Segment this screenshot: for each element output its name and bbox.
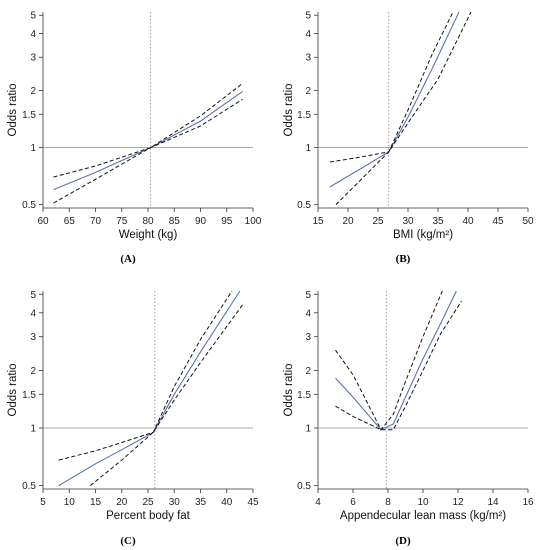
x-tick-label: 12 — [452, 497, 464, 508]
series-group — [53, 83, 243, 204]
y-tick-label: 1 — [305, 424, 311, 435]
x-tick-label: 16 — [522, 497, 534, 508]
x-tick-label: 15 — [312, 216, 324, 227]
y-tick-label: 2 — [305, 86, 311, 97]
odds-ratio-estimate-line — [329, 12, 460, 188]
x-tick-label: 5 — [40, 497, 46, 508]
y-tick-label: 5 — [305, 290, 311, 301]
y-tick-label: 1 — [30, 424, 36, 435]
y-tick-label: 3 — [305, 53, 311, 64]
y-tick-label: 4 — [305, 308, 311, 319]
y-tick-label: 1.5 — [297, 110, 311, 121]
x-tick-label: 10 — [417, 497, 429, 508]
y-tick-label: 1.5 — [22, 110, 36, 121]
odds-ratio-estimate-line — [58, 291, 241, 487]
x-tick-label: 70 — [90, 216, 102, 227]
y-tick-label: 0.5 — [22, 481, 36, 492]
confidence-upper-line — [58, 291, 233, 461]
confidence-upper-line — [53, 83, 243, 178]
x-tick-label: 20 — [116, 497, 128, 508]
x-axis-title: Weight (kg) — [119, 229, 178, 241]
x-tick-label: 15 — [90, 497, 102, 508]
x-tick-label: 10 — [64, 497, 76, 508]
y-tick-label: 5 — [30, 11, 36, 22]
panel-label: (C) — [120, 535, 136, 547]
chart-panel-4: 4 6 8 10 12 14 16 0.5 1 1.5 2 3 4 5 Appendecular lean … — [283, 290, 534, 547]
confidence-upper-line — [329, 12, 454, 163]
x-tick-label: 100 — [245, 216, 262, 227]
x-tick-label: 6 — [350, 497, 356, 508]
y-tick-label: 2 — [30, 86, 36, 97]
y-tick-label: 2 — [305, 366, 311, 377]
series-group — [329, 12, 472, 205]
x-tick-label: 35 — [432, 216, 444, 227]
y-axis-title: Odds ratio — [7, 83, 19, 136]
y-tick-label: 1 — [30, 143, 36, 154]
y-tick-label: 5 — [305, 11, 311, 22]
y-tick-label: 1.5 — [297, 390, 311, 401]
confidence-lower-line — [335, 300, 462, 431]
x-axis-title: Percent body fat — [106, 510, 191, 522]
x-tick-label: 95 — [221, 216, 233, 227]
y-tick-label: 4 — [30, 29, 36, 40]
panel-label: (A) — [120, 253, 136, 265]
x-tick-label: 30 — [402, 216, 414, 227]
panel-label: (B) — [396, 253, 411, 265]
x-tick-label: 90 — [195, 216, 207, 227]
x-tick-label: 25 — [372, 216, 384, 227]
x-tick-label: 8 — [385, 497, 391, 508]
panel-label: (D) — [395, 535, 411, 547]
x-tick-label: 35 — [195, 497, 207, 508]
series-group — [58, 291, 243, 487]
x-axis-title: BMI (kg/m²) — [393, 229, 453, 241]
y-tick-label: 2 — [30, 366, 36, 377]
y-axis-title: Odds ratio — [283, 363, 295, 416]
x-tick-label: 45 — [492, 216, 504, 227]
x-tick-label: 40 — [221, 497, 233, 508]
x-tick-label: 65 — [64, 216, 76, 227]
y-tick-label: 3 — [30, 53, 36, 64]
x-tick-label: 50 — [522, 216, 534, 227]
x-tick-label: 4 — [315, 497, 321, 508]
chart-panel-1: 60 65 70 75 80 85 90 95 100 0.5 1 1.5 2 3 4 5 Weight (kg… — [7, 11, 262, 265]
y-tick-label: 1 — [305, 143, 311, 154]
x-tick-label: 25 — [142, 497, 154, 508]
confidence-lower-line — [89, 304, 243, 486]
y-tick-label: 1.5 — [22, 390, 36, 401]
x-axis-title: Appendecular lean mass (kg/m²) — [340, 510, 506, 522]
x-tick-label: 80 — [142, 216, 154, 227]
x-tick-label: 45 — [247, 497, 259, 508]
confidence-lower-line — [53, 98, 243, 204]
y-tick-label: 0.5 — [22, 200, 36, 211]
odds-ratio-estimate-line — [335, 291, 457, 431]
y-tick-label: 0.5 — [297, 481, 311, 492]
y-tick-label: 4 — [305, 29, 311, 40]
y-axis-title: Odds ratio — [7, 363, 19, 416]
x-tick-label: 14 — [487, 497, 499, 508]
x-tick-label: 85 — [169, 216, 181, 227]
y-tick-label: 0.5 — [297, 200, 311, 211]
confidence-lower-line — [335, 12, 472, 205]
y-tick-label: 5 — [30, 290, 36, 301]
confidence-upper-line — [335, 291, 443, 431]
x-tick-label: 60 — [37, 216, 49, 227]
x-tick-label: 30 — [169, 497, 181, 508]
odds-ratio-estimate-line — [53, 90, 243, 191]
x-tick-label: 75 — [116, 216, 128, 227]
series-group — [335, 291, 462, 431]
y-axis-title: Odds ratio — [283, 83, 295, 136]
x-tick-label: 40 — [462, 216, 474, 227]
y-tick-label: 3 — [305, 332, 311, 343]
y-tick-label: 3 — [30, 332, 36, 343]
y-tick-label: 4 — [30, 308, 36, 319]
x-tick-label: 20 — [342, 216, 354, 227]
